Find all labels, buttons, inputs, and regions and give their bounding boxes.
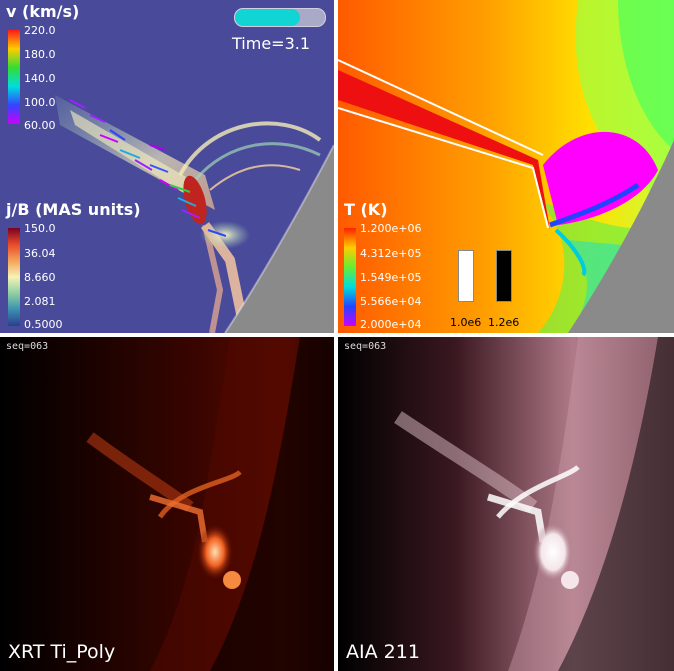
velocity-tick: 220.0 xyxy=(24,24,56,37)
temperature-tick: 4.312e+05 xyxy=(360,247,422,260)
temperature-tick: 5.566e+04 xyxy=(360,295,422,308)
velocity-panel: v (km/s) 220.0 180.0 140.0 100.0 60.00 T… xyxy=(0,0,334,333)
current-tick: 150.0 xyxy=(24,222,56,235)
temperature-tick: 1.549e+05 xyxy=(360,271,422,284)
xrt-emission-image xyxy=(0,337,334,671)
time-label: Time=3.1 xyxy=(232,34,311,53)
current-colorbar xyxy=(8,228,20,326)
current-colorbar-title: j/B (MAS units) xyxy=(6,200,141,219)
velocity-colorbar-title: v (km/s) xyxy=(6,2,80,21)
temperature-colorbar xyxy=(344,228,356,326)
xrt-panel: seq=063 XRT Ti_Poly xyxy=(0,337,334,671)
temperature-tick: 2.000e+04 xyxy=(360,318,422,331)
sequence-label: seq=063 xyxy=(6,341,49,352)
current-tick: 0.5000 xyxy=(24,318,63,331)
instrument-label: XRT Ti_Poly xyxy=(8,641,116,663)
sequence-label: seq=063 xyxy=(344,341,387,352)
current-tick: 36.04 xyxy=(24,247,56,260)
velocity-tick: 180.0 xyxy=(24,48,56,61)
time-progress-fill xyxy=(235,9,300,26)
current-tick: 8.660 xyxy=(24,271,56,284)
aia-panel: seq=063 AIA 211 xyxy=(338,337,674,671)
velocity-field-image xyxy=(55,95,334,333)
contour-swatch-white xyxy=(458,250,474,302)
velocity-tick: 140.0 xyxy=(24,72,56,85)
contour-label: 1.0e6 xyxy=(450,316,482,329)
velocity-tick: 60.00 xyxy=(24,119,56,132)
velocity-colorbar xyxy=(8,30,20,124)
velocity-tick: 100.0 xyxy=(24,96,56,109)
contour-label: 1.2e6 xyxy=(488,316,520,329)
aia-emission-image xyxy=(338,337,674,671)
temperature-colorbar-title: T (K) xyxy=(344,200,388,219)
temperature-tick: 1.200e+06 xyxy=(360,222,422,235)
current-tick: 2.081 xyxy=(24,295,56,308)
contour-swatch-black xyxy=(496,250,512,302)
temperature-panel: T (K) 1.200e+06 4.312e+05 1.549e+05 5.56… xyxy=(338,0,674,333)
time-progress-bar xyxy=(234,8,326,27)
instrument-label: AIA 211 xyxy=(346,641,420,663)
